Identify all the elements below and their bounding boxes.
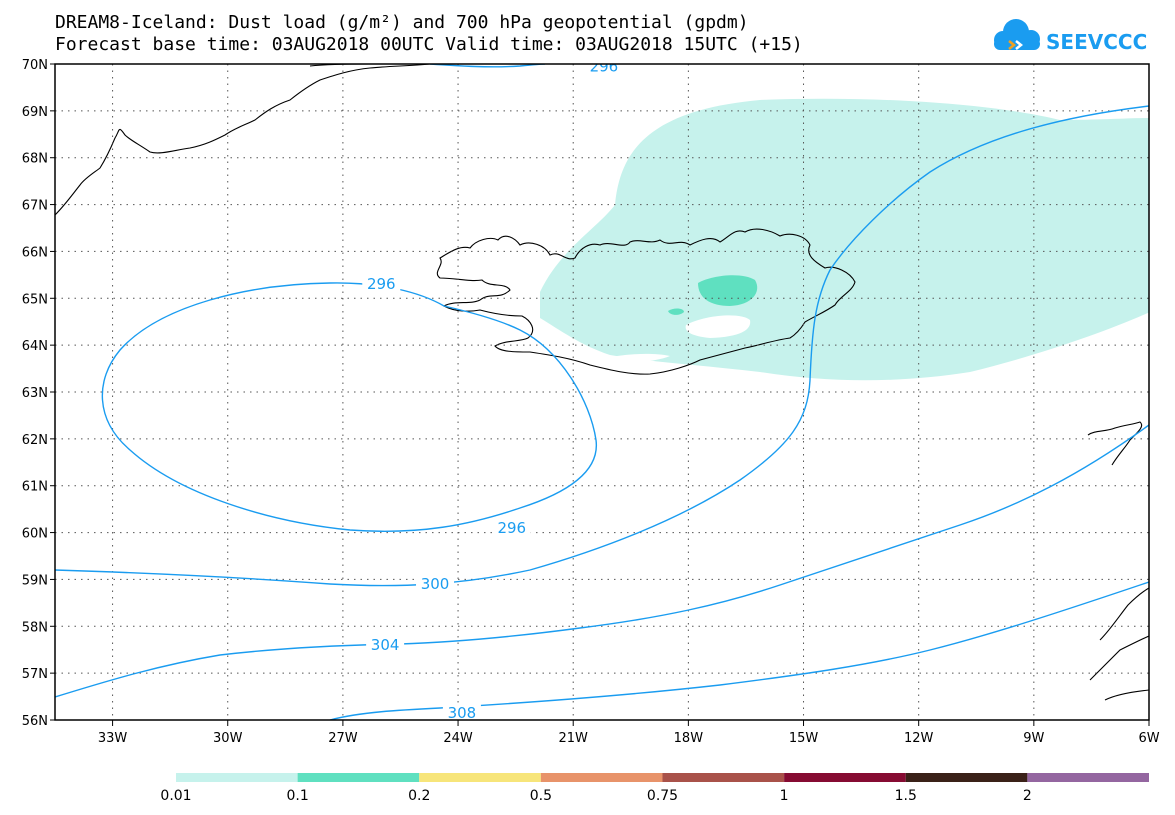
logo-text: SEEVCCC (1046, 30, 1147, 54)
dust-area-mid-2 (668, 308, 684, 315)
lat-tick-label: 60N (22, 527, 48, 542)
dust-load-legend: 0.01 0.1 0.2 0.5 0.75 1 1.5 2 (160, 773, 1149, 804)
legend-label: 0.2 (408, 788, 430, 804)
lat-tick-label: 70N (22, 58, 48, 73)
latitude-axis: 70N 69N 68N 67N 66N 65N 64N 63N 62N 61N 60N 59N 58N 5… (22, 58, 55, 729)
coastlines (55, 64, 1149, 701)
contour-308 (329, 581, 1149, 720)
coastline-scotland (1089, 587, 1149, 701)
map-panel: 296 296 296 300 304 308 33W 30W 27W 24W 21W 18W 15W… (22, 57, 1160, 746)
lat-tick-label: 67N (22, 199, 48, 214)
contour-label-background (366, 636, 405, 655)
lon-tick-label: 9W (1023, 731, 1044, 746)
lat-tick-label: 58N (22, 620, 48, 635)
dust-area-low (540, 98, 1149, 381)
contour-304 (55, 424, 1149, 698)
lon-tick-label: 6W (1138, 731, 1159, 746)
lon-tick-label: 18W (674, 731, 704, 746)
contour-296-cyclone (101, 282, 597, 532)
contour-label: 296 (497, 519, 526, 537)
lat-tick-label: 57N (22, 667, 48, 682)
contour-label: 296 (367, 275, 396, 293)
lat-tick-label: 66N (22, 245, 48, 260)
legend-label: 0.1 (286, 788, 308, 804)
lat-tick-label: 61N (22, 480, 48, 495)
contour-300 (55, 105, 1149, 587)
contour-label: 296 (590, 57, 619, 75)
legend-label: 0.01 (160, 788, 191, 804)
map-title-line1: DREAM8-Iceland: Dust load (g/m²) and 700… (55, 12, 749, 33)
legend-swatch (540, 773, 663, 782)
contour-labels: 296 296 296 300 304 308 (362, 57, 623, 722)
legend-label: 2 (1023, 788, 1032, 804)
lat-tick-label: 62N (22, 433, 48, 448)
contour-label-background (492, 518, 531, 537)
map-title-line2: Forecast base time: 03AUG2018 00UTC Vali… (55, 34, 803, 55)
lat-tick-label: 56N (22, 714, 48, 729)
lon-tick-label: 24W (443, 731, 473, 746)
lat-tick-label: 63N (22, 386, 48, 401)
coastline-iceland (436, 228, 856, 375)
seevccc-logo: SEEVCCC (994, 19, 1147, 54)
legend-label: 0.5 (530, 788, 552, 804)
legend-swatch (662, 773, 785, 782)
legend-swatch (297, 773, 420, 782)
lon-tick-label: 27W (328, 731, 358, 746)
lon-tick-label: 30W (213, 731, 243, 746)
longitude-axis: 33W 30W 27W 24W 21W 18W 15W 12W 9W 6W (98, 720, 1160, 746)
lat-tick-label: 69N (22, 105, 48, 120)
lat-tick-label: 68N (22, 152, 48, 167)
lon-tick-label: 12W (904, 731, 934, 746)
contour-label-background (442, 703, 481, 720)
contour-label: 304 (371, 636, 400, 654)
graticule (55, 64, 1149, 720)
contour-label-background (584, 64, 623, 76)
lon-tick-label: 21W (559, 731, 589, 746)
lon-tick-label: 33W (98, 731, 128, 746)
lat-tick-label: 64N (22, 339, 48, 354)
legend-label: 0.75 (647, 788, 678, 804)
map-content: 296 296 296 300 304 308 (55, 57, 1149, 722)
dust-gap-2 (598, 353, 670, 363)
legend-label: 1 (780, 788, 789, 804)
legend-swatch (905, 773, 1028, 782)
legend-swatch (419, 773, 541, 782)
legend-swatch (1027, 773, 1149, 782)
contour-label: 300 (421, 575, 450, 593)
coastline-greenland (55, 64, 431, 216)
coastline-faroe (1087, 421, 1143, 466)
contour-label-background (362, 275, 401, 294)
contour-label: 308 (448, 704, 477, 722)
contour-label-background (416, 575, 455, 594)
cloud-icon (994, 19, 1040, 50)
lat-tick-label: 65N (22, 292, 48, 307)
legend-swatch (784, 773, 906, 782)
dust-gap-1 (685, 315, 751, 338)
lat-tick-label: 59N (22, 573, 48, 588)
legend-swatch (176, 773, 298, 782)
lon-tick-label: 15W (789, 731, 819, 746)
legend-label: 1.5 (895, 788, 917, 804)
